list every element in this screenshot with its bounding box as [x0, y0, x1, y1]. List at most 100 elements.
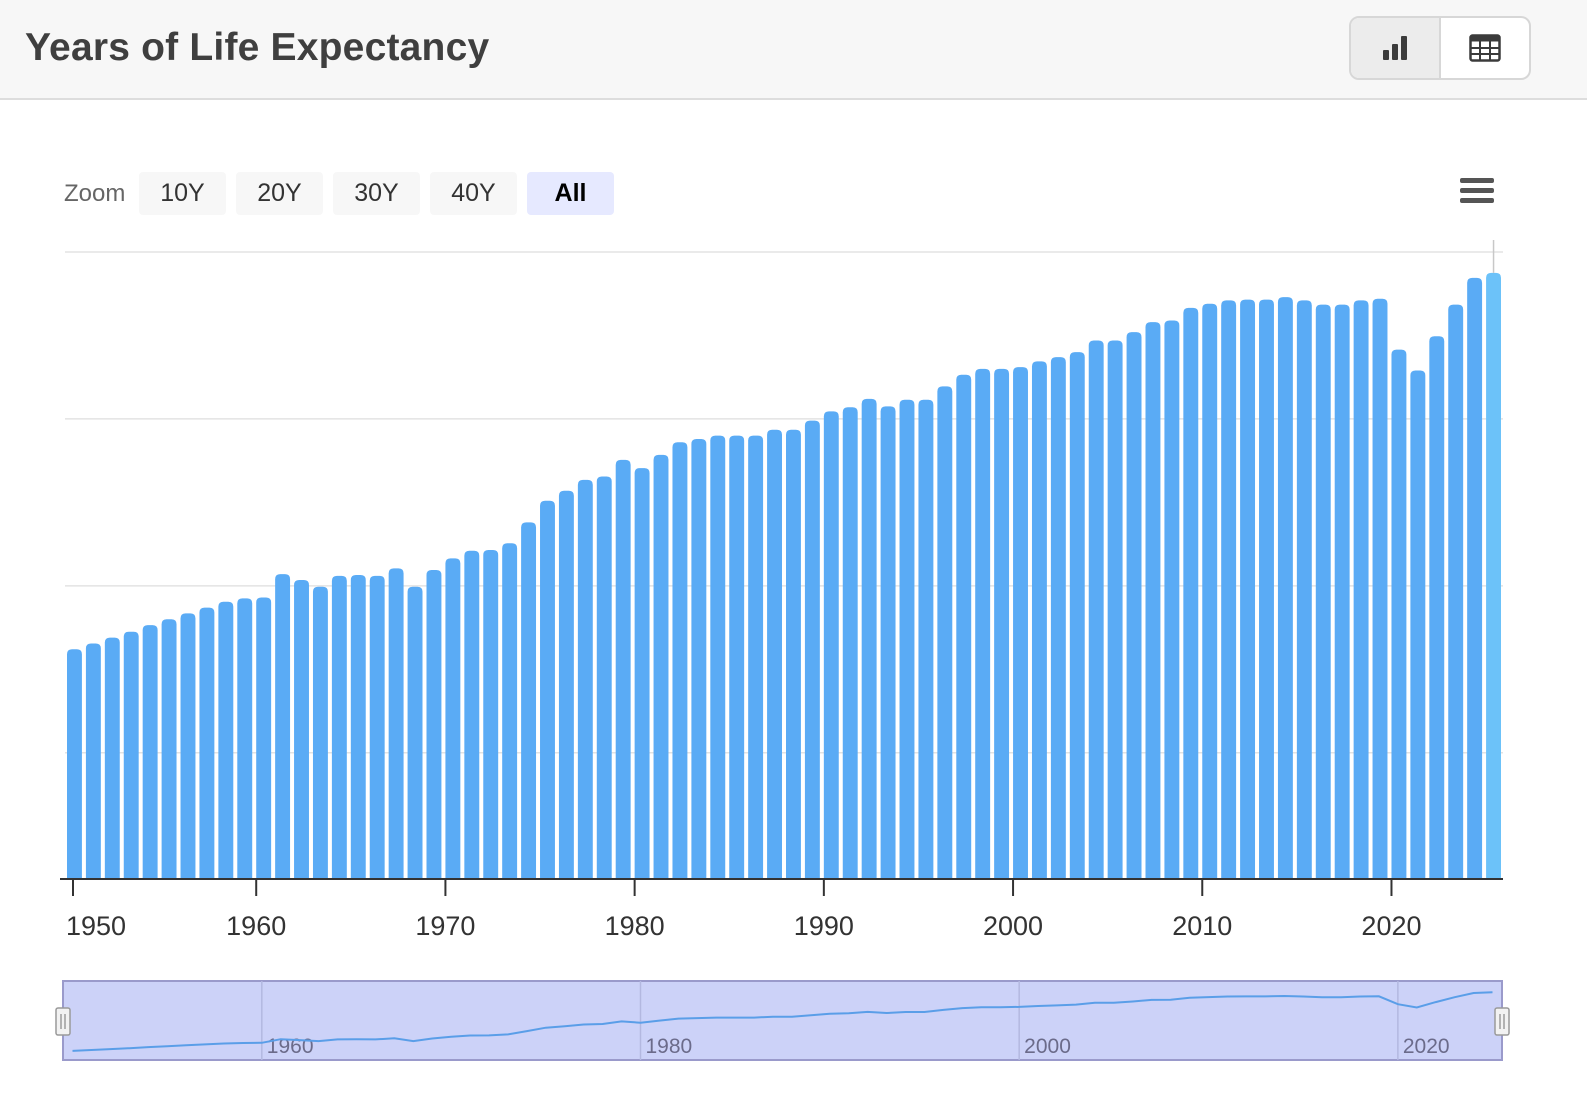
- hamburger-menu-icon[interactable]: [1459, 176, 1495, 206]
- bar[interactable]: [1391, 349, 1407, 878]
- bar[interactable]: [615, 459, 631, 878]
- zoom-label: Zoom: [64, 180, 126, 207]
- bar[interactable]: [1050, 357, 1066, 879]
- bar[interactable]: [956, 374, 972, 878]
- bar[interactable]: [804, 420, 820, 878]
- navigator-label: 2000: [1024, 1035, 1071, 1058]
- zoom-10y-button[interactable]: 10Y: [139, 172, 226, 215]
- bar[interactable]: [861, 398, 877, 878]
- bar[interactable]: [1107, 340, 1123, 878]
- bar[interactable]: [426, 570, 442, 878]
- bar[interactable]: [161, 619, 177, 878]
- bar[interactable]: [369, 575, 385, 878]
- bar[interactable]: [123, 631, 139, 878]
- bar[interactable]: [256, 597, 272, 878]
- bar[interactable]: [1126, 332, 1142, 878]
- bar[interactable]: [218, 601, 234, 878]
- bar[interactable]: [1429, 336, 1445, 878]
- bar[interactable]: [521, 522, 537, 878]
- zoom-20y-button[interactable]: 20Y: [236, 172, 323, 215]
- bar[interactable]: [918, 399, 934, 878]
- zoom-all-button[interactable]: All: [527, 172, 614, 215]
- table-view-button[interactable]: [1441, 18, 1529, 78]
- zoom-30y-button[interactable]: 30Y: [333, 172, 420, 215]
- bar[interactable]: [767, 429, 782, 878]
- bar[interactable]: [1013, 367, 1028, 878]
- table-icon: [1469, 34, 1501, 62]
- x-tick-label: 2020: [1361, 911, 1421, 941]
- bar[interactable]: [350, 575, 366, 878]
- bar[interactable]: [842, 407, 858, 878]
- bar[interactable]: [975, 368, 991, 878]
- bar[interactable]: [577, 479, 593, 878]
- bar[interactable]: [1069, 352, 1085, 878]
- bar[interactable]: [67, 649, 82, 878]
- navigator-label: 2020: [1403, 1035, 1450, 1058]
- bar[interactable]: [1467, 277, 1483, 879]
- bar[interactable]: [502, 543, 518, 878]
- bar[interactable]: [85, 643, 101, 878]
- bar[interactable]: [672, 442, 688, 878]
- bar[interactable]: [388, 568, 404, 878]
- bar[interactable]: [1353, 300, 1369, 879]
- bar[interactable]: [729, 435, 745, 878]
- x-tick-label: 1990: [794, 911, 854, 941]
- bar[interactable]: [407, 586, 423, 878]
- bar[interactable]: [1448, 304, 1464, 879]
- bar[interactable]: [1315, 304, 1331, 879]
- bar[interactable]: [180, 613, 196, 878]
- x-tick-label: 1960: [226, 911, 286, 941]
- bar[interactable]: [331, 575, 347, 878]
- bar[interactable]: [691, 438, 707, 878]
- bar[interactable]: [1410, 370, 1426, 878]
- bar[interactable]: [634, 468, 650, 878]
- bar[interactable]: [1088, 340, 1104, 878]
- bar[interactable]: [1486, 272, 1501, 878]
- bar[interactable]: [994, 368, 1010, 878]
- bar[interactable]: [275, 574, 291, 878]
- navigator-left-handle[interactable]: [55, 1007, 71, 1036]
- bar[interactable]: [1259, 299, 1274, 878]
- bar[interactable]: [653, 454, 669, 878]
- bar[interactable]: [786, 429, 801, 878]
- bar[interactable]: [899, 399, 915, 878]
- bar[interactable]: [199, 607, 215, 878]
- navigator-label: 1980: [645, 1035, 692, 1058]
- bar[interactable]: [104, 637, 120, 878]
- chart-view-button[interactable]: [1351, 18, 1441, 78]
- bar[interactable]: [1277, 297, 1293, 878]
- bar[interactable]: [558, 490, 574, 878]
- bar[interactable]: [596, 476, 612, 878]
- bar[interactable]: [237, 598, 253, 878]
- bar[interactable]: [312, 586, 328, 878]
- bar[interactable]: [142, 625, 158, 878]
- bar[interactable]: [540, 500, 555, 878]
- x-tick-label: 2010: [1172, 911, 1232, 941]
- bar[interactable]: [1296, 300, 1312, 879]
- page-title: Years of Life Expectancy: [25, 26, 490, 69]
- bar[interactable]: [294, 580, 309, 878]
- bar[interactable]: [823, 411, 839, 878]
- bar[interactable]: [710, 435, 726, 878]
- x-tick-label: 2000: [983, 911, 1043, 941]
- navigator-label: 1960: [267, 1035, 314, 1058]
- bar[interactable]: [937, 386, 953, 878]
- bar[interactable]: [1031, 361, 1047, 879]
- bar[interactable]: [1164, 320, 1180, 879]
- bar[interactable]: [880, 406, 896, 878]
- bar[interactable]: [464, 550, 480, 878]
- bar[interactable]: [445, 558, 461, 878]
- zoom-40y-button[interactable]: 40Y: [430, 172, 517, 215]
- navigator-window[interactable]: [62, 980, 1503, 1061]
- bar[interactable]: [1183, 307, 1199, 878]
- bar[interactable]: [748, 435, 764, 878]
- bar[interactable]: [1202, 303, 1218, 878]
- x-tick-label: 1970: [415, 911, 475, 941]
- bar[interactable]: [1145, 322, 1161, 878]
- bar[interactable]: [483, 549, 499, 878]
- navigator-right-handle[interactable]: [1494, 1007, 1510, 1036]
- bar[interactable]: [1334, 304, 1350, 879]
- bar[interactable]: [1240, 299, 1256, 878]
- bar[interactable]: [1372, 298, 1388, 878]
- bar[interactable]: [1221, 300, 1237, 879]
